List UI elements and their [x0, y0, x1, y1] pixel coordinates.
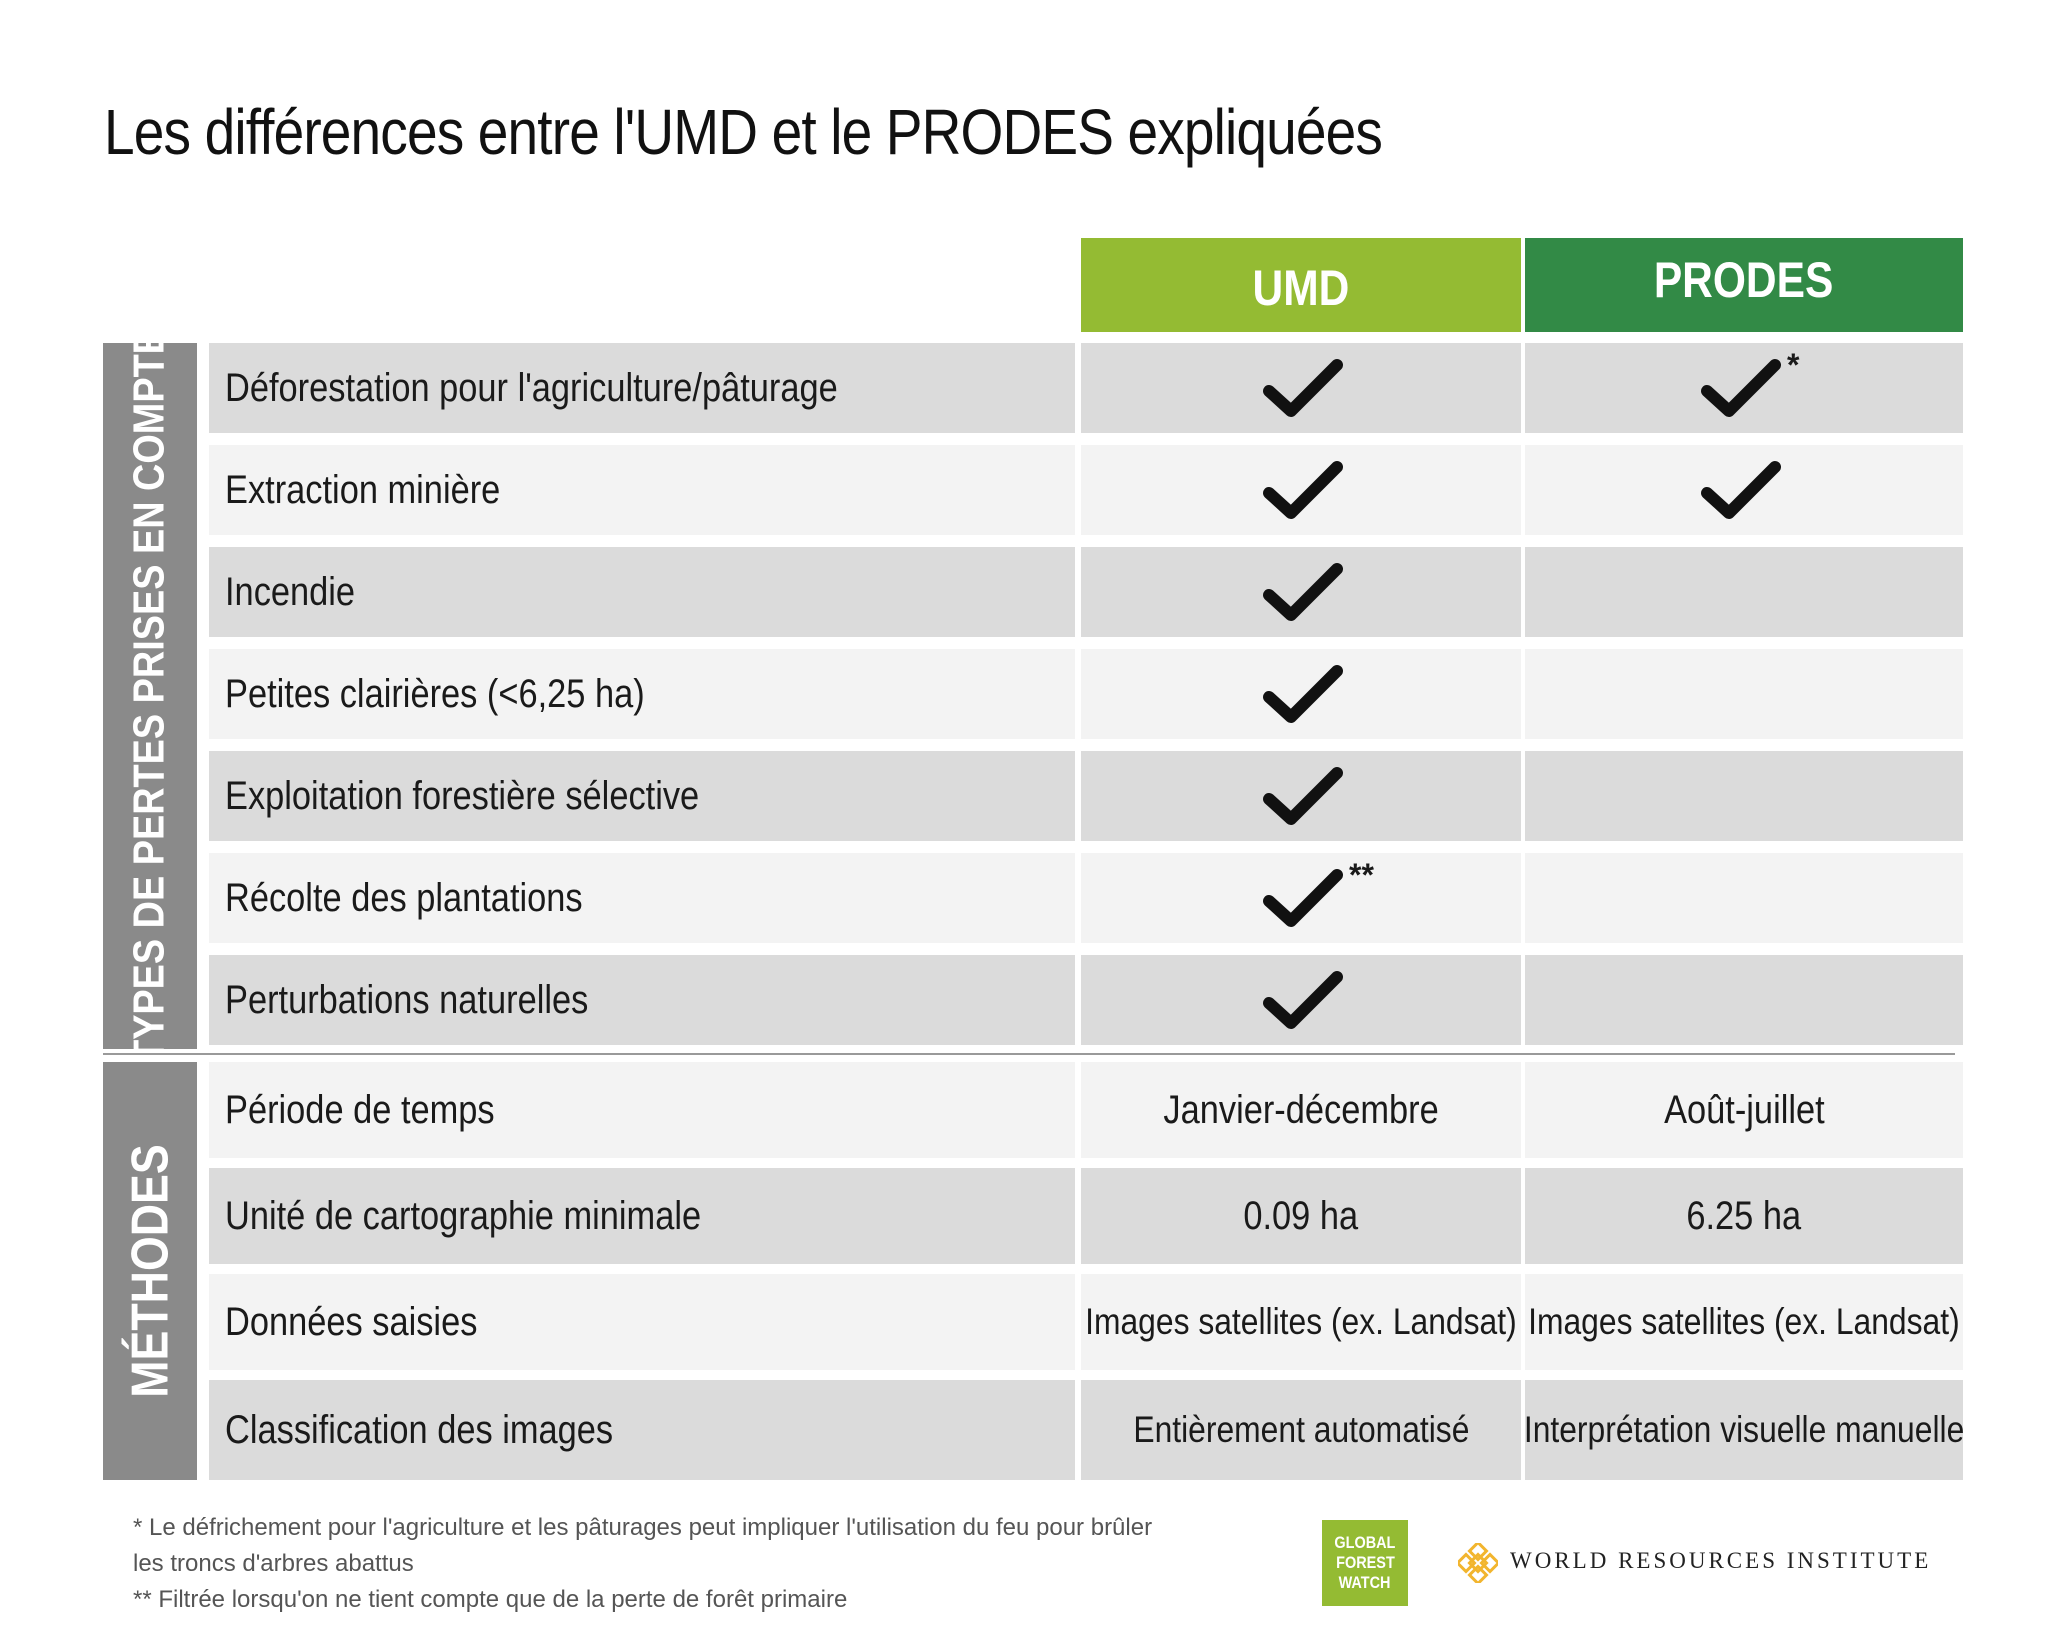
- checkmark-icon: [1263, 767, 1343, 825]
- table-row: Classification des images Entièrement au…: [0, 1380, 2048, 1480]
- row-label: Classification des images: [225, 1407, 614, 1452]
- table-row: Perturbations naturelles: [0, 955, 2048, 1045]
- row-label: Extraction minière: [225, 467, 501, 512]
- umd-cell: [1081, 547, 1521, 637]
- checkmark-icon: [1263, 359, 1343, 417]
- row-label: Déforestation pour l'agriculture/pâturag…: [225, 365, 838, 410]
- table-row: Données saisies Images satellites (ex. L…: [0, 1274, 2048, 1370]
- prodes-cell: Images satellites (ex. Landsat): [1525, 1274, 1963, 1370]
- section-label-types: TYPES DE PERTES PRISES EN COMPTE: [103, 329, 197, 1063]
- umd-cell: 0.09 ha: [1081, 1168, 1521, 1264]
- umd-value: 0.09 ha: [1243, 1193, 1359, 1238]
- row-label: Exploitation forestière sélective: [225, 773, 700, 818]
- footnote-marker: **: [1349, 857, 1374, 893]
- row-label: Unité de cartographie minimale: [225, 1193, 702, 1238]
- umd-value: Images satellites (ex. Landsat): [1085, 1301, 1517, 1342]
- prodes-cell: [1525, 649, 1963, 739]
- umd-cell: [1081, 445, 1521, 535]
- footnote: les troncs d'arbres abattus: [133, 1550, 414, 1577]
- umd-cell: Janvier-décembre: [1081, 1062, 1521, 1158]
- prodes-value: 6.25 ha: [1686, 1193, 1802, 1238]
- prodes-value: Images satellites (ex. Landsat): [1528, 1301, 1960, 1342]
- table-row: Période de temps Janvier-décembre Août-j…: [0, 1062, 2048, 1158]
- prodes-cell: 6.25 ha: [1525, 1168, 1963, 1264]
- column-header-prodes: PRODES: [1525, 238, 1963, 332]
- row-label: Incendie: [225, 569, 356, 614]
- checkmark-icon: [1263, 563, 1343, 621]
- footnote: ** Filtrée lorsqu'on ne tient compte que…: [133, 1586, 848, 1613]
- checkmark-icon: [1263, 665, 1343, 723]
- umd-value: Janvier-décembre: [1163, 1087, 1439, 1132]
- umd-cell: [1081, 343, 1521, 433]
- prodes-cell: Août-juillet: [1525, 1062, 1963, 1158]
- umd-cell: Images satellites (ex. Landsat): [1081, 1274, 1521, 1370]
- prodes-cell: [1525, 853, 1963, 943]
- prodes-cell: [1525, 955, 1963, 1045]
- section-label-methods: MÉTHODES: [103, 1062, 197, 1480]
- checkmark-icon: [1701, 359, 1781, 417]
- prodes-cell: [1525, 751, 1963, 841]
- checkmark-icon: [1263, 971, 1343, 1029]
- gfw-logo: GLOBAL FOREST WATCH: [1322, 1520, 1408, 1606]
- footnote: * Le défrichement pour l'agriculture et …: [133, 1514, 1153, 1541]
- page-title: Les différences entre l'UMD et le PRODES…: [104, 96, 1383, 168]
- row-label: Perturbations naturelles: [225, 977, 589, 1022]
- section-divider: [103, 1053, 1955, 1055]
- prodes-cell: *: [1525, 343, 1963, 433]
- footnote-marker: *: [1787, 347, 1800, 383]
- prodes-value: Interprétation visuelle manuelle: [1523, 1409, 1965, 1450]
- prodes-cell: [1525, 445, 1963, 535]
- wri-logo-text: WORLD RESOURCES INSTITUTE: [1510, 1548, 1932, 1573]
- umd-cell: [1081, 955, 1521, 1045]
- prodes-cell: [1525, 547, 1963, 637]
- wri-logo-icon: [1458, 1543, 1498, 1583]
- row-label: Données saisies: [225, 1299, 478, 1344]
- table-row: Déforestation pour l'agriculture/pâturag…: [0, 343, 2048, 433]
- table-row: Récolte des plantations **: [0, 853, 2048, 943]
- row-label: Récolte des plantations: [225, 875, 583, 920]
- umd-cell: [1081, 649, 1521, 739]
- table-row: Incendie: [0, 547, 2048, 637]
- table-row: Extraction minière: [0, 445, 2048, 535]
- row-label: Petites clairières (<6,25 ha): [225, 671, 645, 716]
- umd-value: Entièrement automatisé: [1132, 1409, 1470, 1450]
- table-row: Unité de cartographie minimale 0.09 ha 6…: [0, 1168, 2048, 1264]
- checkmark-icon: [1701, 461, 1781, 519]
- checkmark-icon: [1263, 869, 1343, 927]
- umd-cell: [1081, 751, 1521, 841]
- table-row: Exploitation forestière sélective: [0, 751, 2048, 841]
- column-header-umd: UMD: [1081, 238, 1521, 332]
- prodes-cell: Interprétation visuelle manuelle: [1523, 1380, 1965, 1480]
- umd-cell: **: [1081, 853, 1521, 943]
- umd-cell: Entièrement automatisé: [1081, 1380, 1521, 1480]
- checkmark-icon: [1263, 461, 1343, 519]
- prodes-value: Août-juillet: [1663, 1087, 1825, 1132]
- row-label: Période de temps: [225, 1087, 495, 1132]
- table-row: Petites clairières (<6,25 ha): [0, 649, 2048, 739]
